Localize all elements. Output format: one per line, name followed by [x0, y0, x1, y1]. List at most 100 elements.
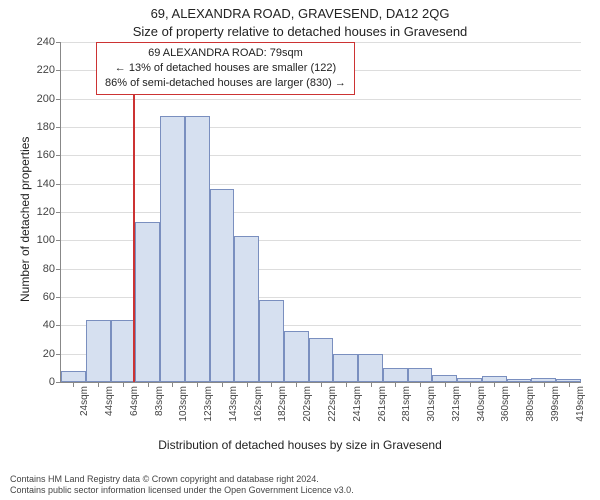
y-tick-label: 120 [37, 206, 55, 218]
x-tick [519, 382, 520, 387]
histogram-bar [185, 116, 210, 382]
histogram-bar [333, 354, 358, 382]
y-axis-title: Number of detached properties [18, 137, 32, 302]
annotation-line2: ← 13% of detached houses are smaller (12… [105, 61, 346, 76]
x-tick-label: 301sqm [426, 386, 437, 422]
histogram-bar [358, 354, 383, 382]
y-tick-label: 60 [43, 291, 55, 303]
x-tick [222, 382, 223, 387]
x-tick [172, 382, 173, 387]
y-tick [56, 382, 61, 383]
x-tick-label: 182sqm [277, 386, 288, 422]
annotation-line1: 69 ALEXANDRA ROAD: 79sqm [105, 46, 346, 61]
x-tick [346, 382, 347, 387]
x-tick [569, 382, 570, 387]
y-tick [56, 127, 61, 128]
gridline [61, 155, 581, 156]
x-tick-label: 380sqm [525, 386, 536, 422]
x-tick [420, 382, 421, 387]
x-tick [470, 382, 471, 387]
annotation-line3: 86% of semi-detached houses are larger (… [105, 76, 346, 91]
x-tick-label: 123sqm [203, 386, 214, 422]
x-tick-label: 261sqm [377, 386, 388, 422]
chart-title-address: 69, ALEXANDRA ROAD, GRAVESEND, DA12 2QG [0, 6, 600, 21]
histogram-bar [61, 371, 86, 382]
x-tick-label: 24sqm [79, 386, 90, 416]
y-tick [56, 354, 61, 355]
histogram-bar [309, 338, 334, 382]
x-tick-label: 202sqm [302, 386, 313, 422]
x-tick [148, 382, 149, 387]
y-tick-label: 40 [43, 319, 55, 331]
chart-title-sub: Size of property relative to detached ho… [0, 24, 600, 39]
license-line1: Contains HM Land Registry data © Crown c… [10, 474, 590, 485]
histogram-bar [432, 375, 457, 382]
y-tick-label: 100 [37, 234, 55, 246]
x-tick-label: 83sqm [154, 386, 165, 416]
y-tick-label: 20 [43, 348, 55, 360]
x-tick-label: 64sqm [129, 386, 140, 416]
x-tick [296, 382, 297, 387]
x-tick-label: 222sqm [327, 386, 338, 422]
gridline [61, 127, 581, 128]
y-tick [56, 269, 61, 270]
histogram-bar [111, 320, 136, 382]
y-tick [56, 70, 61, 71]
histogram-bar [210, 189, 235, 382]
annotation-box: 69 ALEXANDRA ROAD: 79sqm ← 13% of detach… [96, 42, 355, 95]
y-tick [56, 240, 61, 241]
x-tick-label: 360sqm [500, 386, 511, 422]
x-tick [247, 382, 248, 387]
y-tick-label: 220 [37, 64, 55, 76]
license-text: Contains HM Land Registry data © Crown c… [10, 474, 590, 497]
x-tick-label: 143sqm [228, 386, 239, 422]
x-tick [271, 382, 272, 387]
y-tick [56, 99, 61, 100]
x-tick [123, 382, 124, 387]
histogram-bar [234, 236, 259, 382]
y-tick [56, 42, 61, 43]
x-tick [494, 382, 495, 387]
x-tick [445, 382, 446, 387]
y-tick-label: 140 [37, 178, 55, 190]
y-tick-label: 180 [37, 121, 55, 133]
x-axis-title: Distribution of detached houses by size … [0, 438, 600, 452]
x-tick-label: 281sqm [401, 386, 412, 422]
gridline [61, 99, 581, 100]
x-tick [197, 382, 198, 387]
x-tick [544, 382, 545, 387]
y-tick-label: 240 [37, 36, 55, 48]
y-tick-label: 200 [37, 93, 55, 105]
x-tick-label: 241sqm [352, 386, 363, 422]
x-tick-label: 419sqm [575, 386, 586, 422]
x-tick-label: 44sqm [104, 386, 115, 416]
x-tick-label: 340sqm [476, 386, 487, 422]
x-tick [73, 382, 74, 387]
x-tick-label: 399sqm [550, 386, 561, 422]
y-tick [56, 325, 61, 326]
histogram-bar [383, 368, 408, 382]
histogram-bar [160, 116, 185, 382]
x-tick-label: 103sqm [178, 386, 189, 422]
y-tick [56, 184, 61, 185]
y-tick [56, 297, 61, 298]
histogram-bar [408, 368, 433, 382]
x-tick-label: 321sqm [451, 386, 462, 422]
chart-container: 69, ALEXANDRA ROAD, GRAVESEND, DA12 2QG … [0, 0, 600, 500]
histogram-bar [86, 320, 111, 382]
histogram-bar [284, 331, 309, 382]
license-line2: Contains public sector information licen… [10, 485, 590, 496]
histogram-bar [259, 300, 284, 382]
x-tick-label: 162sqm [253, 386, 264, 422]
x-tick [395, 382, 396, 387]
gridline [61, 212, 581, 213]
histogram-bar [135, 222, 160, 382]
y-tick-label: 160 [37, 149, 55, 161]
x-tick [321, 382, 322, 387]
y-tick [56, 155, 61, 156]
x-tick [98, 382, 99, 387]
y-tick-label: 0 [49, 376, 55, 388]
x-tick [371, 382, 372, 387]
y-tick [56, 212, 61, 213]
gridline [61, 184, 581, 185]
